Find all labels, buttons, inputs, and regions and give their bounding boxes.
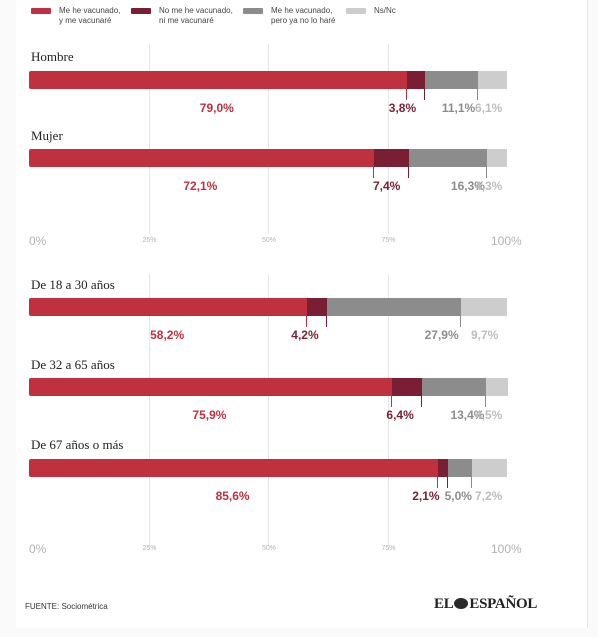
bar-segment	[29, 459, 439, 477]
legend-label: Ns/Nc	[374, 6, 396, 15]
legend-label: Me he vacunado, y me vacunaré	[59, 6, 121, 25]
grid-line	[149, 44, 150, 234]
segment-tick	[306, 314, 308, 327]
category-label: Mujer	[31, 128, 63, 143]
x-tick-label: 50%	[262, 545, 277, 552]
value-label: 7,4%	[373, 179, 401, 193]
x-tick-label: 0%	[29, 234, 47, 248]
segment-tick	[447, 475, 449, 488]
legend-swatch	[31, 8, 51, 14]
bar-segment	[472, 459, 507, 477]
segment-tick	[326, 314, 328, 327]
bar-segment	[29, 298, 308, 316]
publisher-logo: EL ESPAÑOL	[434, 596, 537, 613]
legend-swatch	[243, 8, 263, 14]
segment-tick	[485, 165, 487, 178]
segment-tick	[408, 165, 409, 178]
value-label: 13,4%	[450, 408, 485, 422]
grid-line	[388, 274, 389, 546]
value-label: 11,1%	[441, 101, 476, 115]
segment-tick	[437, 475, 439, 488]
bar-segment	[29, 149, 374, 167]
value-label: 27,9%	[424, 328, 459, 342]
segment-tick	[405, 87, 407, 100]
category-label: Hombre	[31, 49, 74, 64]
x-tick-label: 75%	[381, 237, 396, 244]
category-label: De 32 a 65 años	[31, 357, 115, 372]
bar-segment	[486, 378, 508, 396]
bar-segment	[391, 378, 423, 396]
bar-segment	[29, 71, 407, 89]
bar-segment	[477, 71, 507, 89]
value-label: 4,5%	[475, 408, 503, 422]
bar-segment	[406, 71, 425, 89]
bar-segment	[460, 298, 507, 316]
segment-tick	[421, 394, 423, 407]
value-label: 72,1%	[183, 179, 218, 193]
value-label: 75,9%	[192, 408, 227, 422]
bar-segment	[448, 459, 473, 477]
segment-tick	[471, 475, 473, 488]
bar-segment	[327, 298, 461, 316]
grid-line	[268, 44, 269, 234]
category-label: De 67 años o más	[31, 437, 124, 452]
segment-tick	[390, 394, 392, 407]
bar-segment	[486, 149, 508, 167]
value-label: 79,0%	[199, 101, 234, 115]
legend-label: Me he vacunado, pero ya no lo haré	[271, 6, 336, 25]
bar-segment	[438, 459, 449, 477]
grid-line	[149, 274, 150, 546]
value-label: 85,6%	[215, 489, 250, 503]
logo-text-left: EL	[434, 596, 454, 612]
value-label: 58,2%	[150, 328, 185, 342]
grid-line	[388, 44, 389, 234]
x-tick-label: 25%	[142, 237, 157, 244]
value-label: 5,0%	[444, 489, 472, 503]
value-label: 6,4%	[386, 408, 414, 422]
bar-segment	[373, 149, 409, 167]
bar-segment	[409, 149, 487, 167]
category-label: De 18 a 30 años	[31, 277, 115, 292]
x-tick-label: 100%	[491, 542, 522, 556]
legend-swatch	[346, 8, 366, 14]
bar-segment	[422, 378, 487, 396]
value-label: 9,7%	[471, 328, 499, 342]
x-tick-label: 0%	[29, 542, 47, 556]
bar-segment	[424, 71, 478, 89]
x-tick-label: 50%	[262, 237, 277, 244]
segment-tick	[459, 314, 461, 327]
x-tick-label: 100%	[491, 234, 522, 248]
value-label: 4,3%	[475, 179, 503, 193]
value-label: 16,3%	[450, 179, 485, 193]
bar-segment	[307, 298, 328, 316]
legend-label: No me he vacunado, ni me vacunaré	[159, 6, 233, 25]
segment-tick	[476, 87, 478, 100]
logo-text-right: ESPAÑOL	[469, 596, 538, 612]
x-tick-label: 75%	[381, 545, 396, 552]
logo-mark-icon	[454, 598, 469, 609]
value-label: 3,8%	[388, 101, 417, 115]
grid-line	[268, 274, 269, 546]
value-label: 2,1%	[412, 489, 440, 503]
segment-tick	[423, 87, 425, 100]
value-label: 7,2%	[475, 489, 503, 503]
source-note: FUENTE: Sociométrica	[25, 602, 108, 611]
segment-tick	[372, 165, 374, 178]
value-label: 4,2%	[291, 328, 319, 342]
legend-swatch	[131, 8, 151, 14]
x-tick-label: 25%	[142, 545, 157, 552]
value-label: 6,1%	[475, 101, 503, 115]
bar-segment	[29, 378, 392, 396]
segment-tick	[485, 394, 487, 407]
